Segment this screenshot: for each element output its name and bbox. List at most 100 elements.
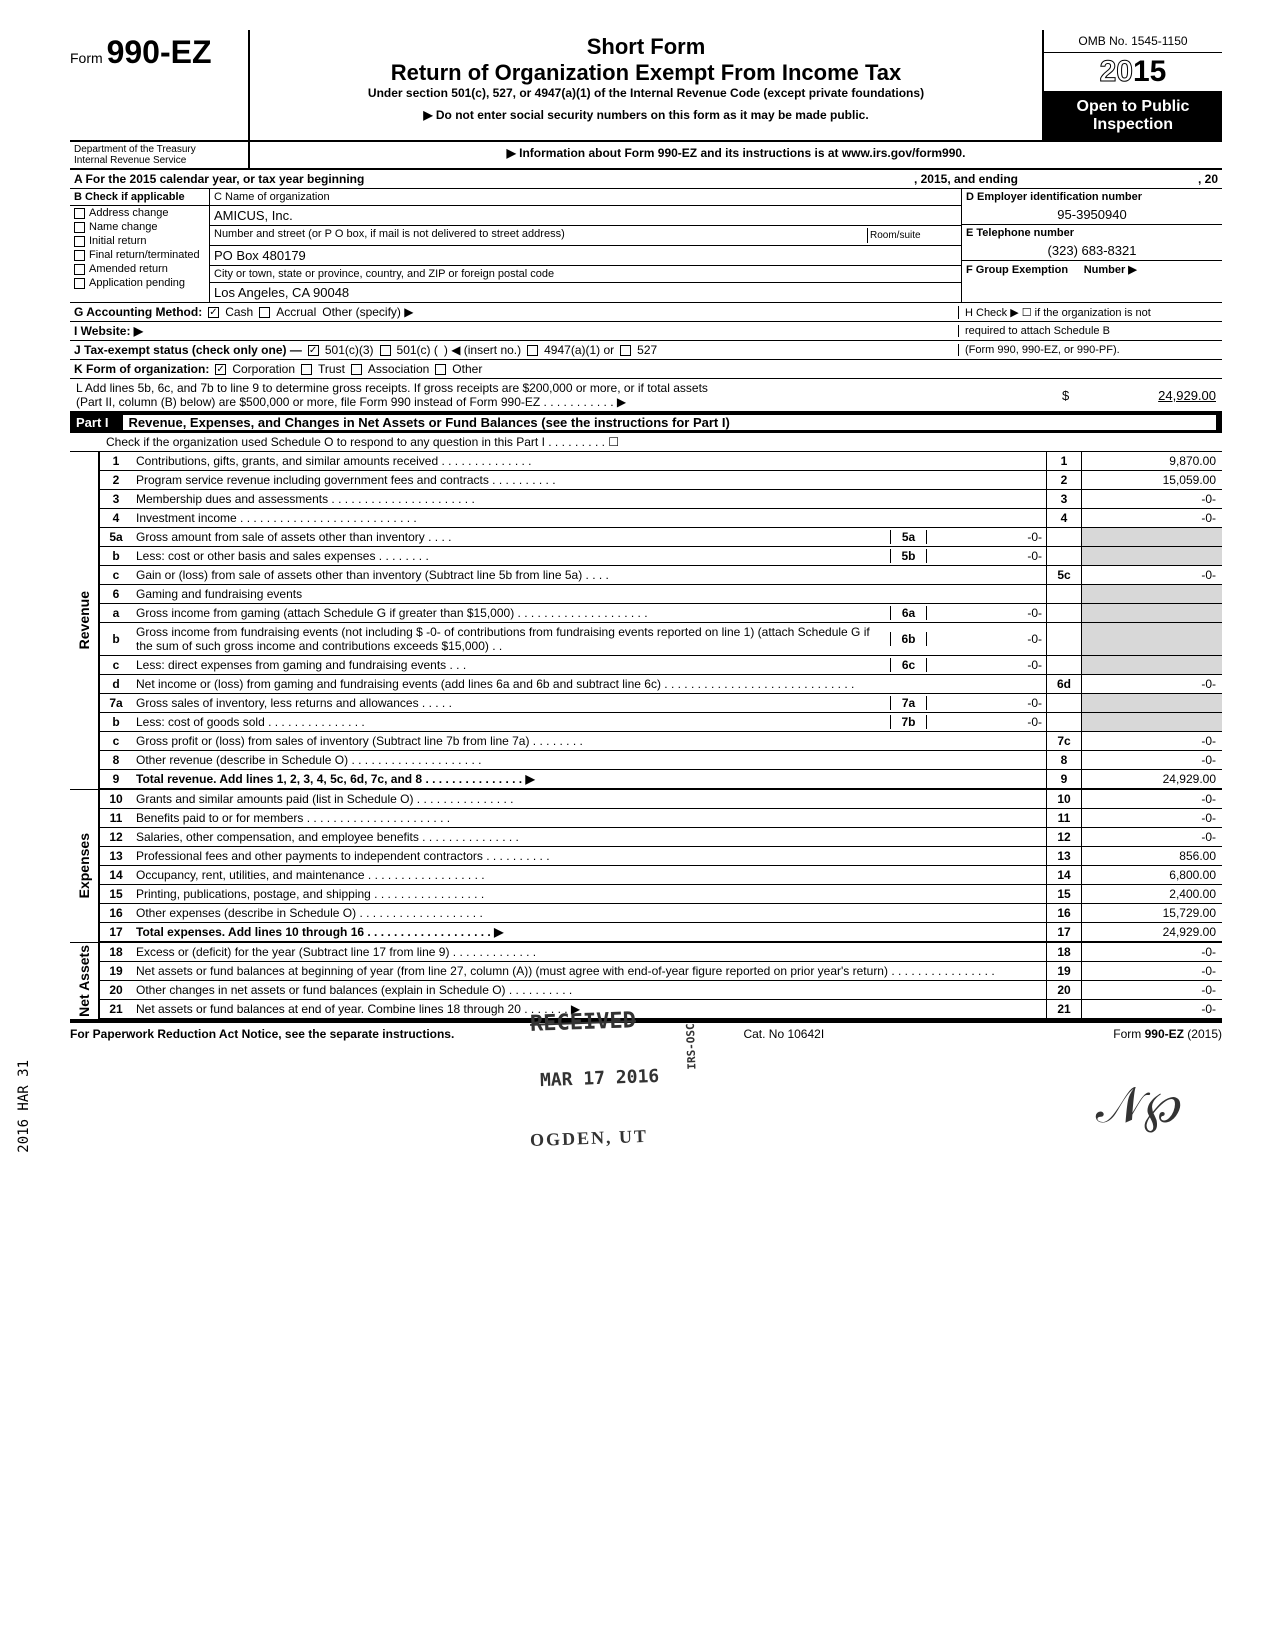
part1-header: Part I Revenue, Expenses, and Changes in… (70, 412, 1222, 433)
chk-application-pending[interactable] (74, 278, 85, 289)
line-5b: bLess: cost or other basis and sales exp… (100, 547, 1222, 566)
line-8: 8Other revenue (describe in Schedule O) … (100, 751, 1222, 770)
netassets-side-label: Net Assets (70, 943, 100, 1019)
line-11: 11Benefits paid to or for members . . . … (100, 809, 1222, 828)
org-address: PO Box 480179 (210, 246, 961, 266)
line-2: 2Program service revenue including gover… (100, 471, 1222, 490)
line-9: 9Total revenue. Add lines 1, 2, 3, 4, 5c… (100, 770, 1222, 789)
chk-initial-return[interactable] (74, 236, 85, 247)
line-1: 1Contributions, gifts, grants, and simil… (100, 452, 1222, 471)
chk-4947[interactable] (527, 345, 538, 356)
line-k: K Form of organization: Corporation Trus… (70, 360, 1222, 379)
page-footer: For Paperwork Reduction Act Notice, see … (70, 1021, 1222, 1045)
chk-trust[interactable] (301, 364, 312, 375)
dept-row: Department of the Treasury Internal Reve… (70, 142, 1222, 170)
line-a-left: A For the 2015 calendar year, or tax yea… (74, 172, 364, 186)
line-4: 4Investment income . . . . . . . . . . .… (100, 509, 1222, 528)
line-10: 10Grants and similar amounts paid (list … (100, 790, 1222, 809)
line-6a: aGross income from gaming (attach Schedu… (100, 604, 1222, 623)
netassets-block: Net Assets 18Excess or (deficit) for the… (70, 943, 1222, 1021)
ssn-note: ▶ Do not enter social security numbers o… (260, 108, 1032, 122)
l-text-wrap: L Add lines 5b, 6c, and 7b to line 9 to … (70, 379, 1062, 411)
h-box: H Check ▶ ☐ if the organization is not (958, 306, 1218, 319)
c-name-label: C Name of organization (210, 189, 961, 206)
b-header: B Check if applicable (70, 189, 209, 206)
chk-501c[interactable] (380, 345, 391, 356)
footer-left: For Paperwork Reduction Act Notice, see … (70, 1027, 454, 1041)
section-bcdef: B Check if applicable Address change Nam… (70, 189, 1222, 303)
chk-cash[interactable] (208, 307, 219, 318)
j-4947: 4947(a)(1) or (544, 343, 614, 357)
l-dollar: $ (1062, 388, 1082, 403)
side-year-stamp: 2016 HAR 31 (16, 1060, 32, 1153)
b-item-2: Initial return (89, 235, 146, 247)
j-insert: ) ◀ (insert no.) (444, 343, 521, 357)
chk-other-org[interactable] (435, 364, 446, 375)
k-assoc: Association (368, 362, 429, 376)
line-i: I Website: ▶ required to attach Schedule… (70, 322, 1222, 341)
open-public-2: Inspection (1048, 116, 1218, 134)
g-other: Other (specify) ▶ (322, 305, 413, 319)
line-a-mid: , 2015, and ending (914, 172, 1018, 186)
chk-527[interactable] (620, 345, 631, 356)
c-room-label: Room/suite (867, 228, 957, 243)
omb-number: OMB No. 1545-1150 (1044, 30, 1222, 53)
open-public-1: Open to Public (1048, 98, 1218, 116)
line-6: 6Gaming and fundraising events (100, 585, 1222, 604)
info-link: ▶ Information about Form 990-EZ and its … (250, 142, 1222, 168)
line-3: 3Membership dues and assessments . . . .… (100, 490, 1222, 509)
j-527: 527 (637, 343, 657, 357)
b-item-0: Address change (89, 207, 169, 219)
line-14: 14Occupancy, rent, utilities, and mainte… (100, 866, 1222, 885)
line-j: J Tax-exempt status (check only one) — 5… (70, 341, 1222, 360)
org-name: AMICUS, Inc. (210, 206, 961, 226)
line-7a: 7aGross sales of inventory, less returns… (100, 694, 1222, 713)
g-cash: Cash (225, 305, 253, 319)
line-5a: 5aGross amount from sale of assets other… (100, 528, 1222, 547)
footer-mid: Cat. No 10642I (743, 1027, 824, 1041)
part1-check-note: Check if the organization used Schedule … (70, 433, 1222, 452)
line-21: 21Net assets or fund balances at end of … (100, 1000, 1222, 1019)
gross-receipts-amount: 24,929.00 (1082, 388, 1222, 403)
line-15: 15Printing, publications, postage, and s… (100, 885, 1222, 904)
j-501c: 501(c) ( (397, 343, 438, 357)
form-prefix: Form (70, 50, 103, 66)
line-g: G Accounting Method: Cash Accrual Other … (70, 303, 1222, 322)
chk-corp[interactable] (215, 364, 226, 375)
b-item-4: Amended return (89, 263, 168, 275)
line-a-right: , 20 (1198, 172, 1218, 186)
chk-501c3[interactable] (308, 345, 319, 356)
line-20: 20Other changes in net assets or fund ba… (100, 981, 1222, 1000)
org-city: Los Angeles, CA 90048 (210, 283, 961, 302)
line-13: 13Professional fees and other payments t… (100, 847, 1222, 866)
j-501c3: 501(c)(3) (325, 343, 374, 357)
stamp-received: RECEIVED (530, 1008, 637, 1037)
line-6d: dNet income or (loss) from gaming and fu… (100, 675, 1222, 694)
expenses-block: Expenses 10Grants and similar amounts pa… (70, 790, 1222, 943)
part1-title: Revenue, Expenses, and Changes in Net As… (123, 415, 1216, 430)
line-5c: cGain or (loss) from sale of assets othe… (100, 566, 1222, 585)
expenses-side-label: Expenses (70, 790, 100, 942)
dept-cell: Department of the Treasury Internal Reve… (70, 142, 250, 168)
revenue-side-label: Revenue (70, 452, 100, 789)
i-label: I Website: ▶ (74, 324, 143, 338)
dept-treasury: Department of the Treasury (74, 144, 244, 155)
chk-final-return[interactable] (74, 250, 85, 261)
chk-amended-return[interactable] (74, 264, 85, 275)
chk-assoc[interactable] (351, 364, 362, 375)
line-17: 17Total expenses. Add lines 10 through 1… (100, 923, 1222, 942)
stamp-ogden: OGDEN, UT (530, 1126, 649, 1151)
chk-name-change[interactable] (74, 222, 85, 233)
col-d: D Employer identification number 95-3950… (962, 189, 1222, 302)
chk-accrual[interactable] (259, 307, 270, 318)
title-cell: Short Form Return of Organization Exempt… (250, 30, 1042, 140)
open-to-public: Open to Public Inspection (1044, 92, 1222, 140)
h-label: H Check ▶ ☐ if the organization is not (965, 307, 1151, 319)
b-item-1: Name change (89, 221, 158, 233)
main-title: Return of Organization Exempt From Incom… (260, 60, 1032, 86)
chk-address-change[interactable] (74, 208, 85, 219)
revenue-block: Revenue 1Contributions, gifts, grants, a… (70, 452, 1222, 790)
b-item-5: Application pending (89, 277, 185, 289)
footer-right: Form 990-EZ (2015) (1113, 1027, 1222, 1041)
stamp-date: MAR 17 2016 (540, 1066, 660, 1091)
